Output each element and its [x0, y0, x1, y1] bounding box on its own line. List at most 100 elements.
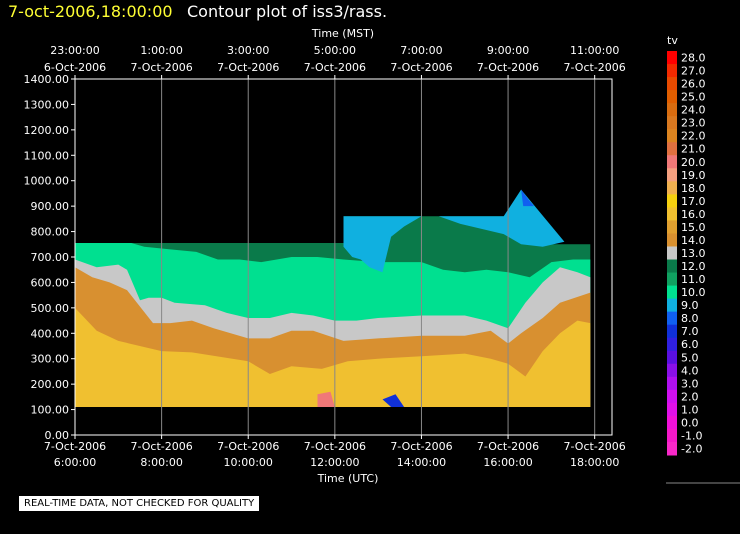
colorbar-level-label: 2.0 [681, 390, 699, 403]
colorbar-swatch [667, 77, 677, 91]
x-top-tick-date: 6-Oct-2006 [44, 61, 106, 74]
colorbar-level-label: 9.0 [681, 299, 699, 312]
colorbar-level-label: 7.0 [681, 325, 699, 338]
colorbar-swatch [667, 155, 677, 169]
y-tick-label: 300.00 [31, 353, 70, 366]
colorbar-swatch [667, 337, 677, 352]
colorbar-swatch [667, 194, 677, 208]
colorbar-level-label: 4.0 [681, 364, 699, 377]
x-tick-time: 10:00:00 [224, 456, 273, 469]
colorbar-level-label: 6.0 [681, 338, 699, 351]
colorbar-level-label: 5.0 [681, 351, 699, 364]
x-tick-time: 8:00:00 [140, 456, 182, 469]
colorbar-swatch [667, 415, 677, 430]
x-tick-date: 7-Oct-2006 [130, 440, 192, 453]
contour-fill [75, 189, 591, 407]
colorbar-swatch [667, 64, 677, 78]
colorbar-level-label: 19.0 [681, 169, 706, 182]
x-tick-date: 7-Oct-2006 [477, 440, 539, 453]
y-tick-label: 900.00 [31, 200, 70, 213]
header-time: 7-oct-2006,18:00:00 [8, 2, 173, 21]
colorbar-swatch [667, 246, 677, 261]
colorbar-swatch [667, 363, 677, 378]
y-tick-label: 1400.00 [24, 73, 70, 86]
x-tick-time: 16:00:00 [483, 456, 532, 469]
colorbar-level-label: 21.0 [681, 143, 706, 156]
colorbar-swatch [667, 311, 677, 326]
x-top-tick-time: 7:00:00 [400, 44, 442, 57]
colorbar-level-label: 16.0 [681, 208, 706, 221]
colorbar-level-label: 17.0 [681, 195, 706, 208]
y-tick-label: 400.00 [31, 327, 70, 340]
x-tick-date: 7-Oct-2006 [44, 440, 106, 453]
band-pink-cell [317, 391, 335, 407]
quality-note: REAL-TIME DATA, NOT CHECKED FOR QUALITY [19, 496, 260, 511]
colorbar-label: tv [667, 34, 678, 47]
y-tick-label: 200.00 [31, 378, 70, 391]
colorbar-level-label: -1.0 [681, 429, 702, 442]
y-tick-label: 1300.00 [24, 98, 70, 111]
x-top-tick-time: 23:00:00 [50, 44, 99, 57]
y-tick-label: 800.00 [31, 226, 70, 239]
colorbar-level-label: 8.0 [681, 312, 699, 325]
x-tick-date: 7-Oct-2006 [217, 440, 279, 453]
x-top-tick-time: 1:00:00 [140, 44, 182, 57]
colorbar-swatch [667, 298, 677, 313]
x-top-tick-time: 11:00:00 [570, 44, 619, 57]
band-sky [343, 189, 565, 273]
colorbar-level-label: 28.0 [681, 52, 706, 65]
colorbar-swatch [667, 324, 677, 339]
colorbar-level-label: 24.0 [681, 104, 706, 117]
colorbar-swatch [667, 376, 677, 391]
colorbar-swatch [667, 350, 677, 365]
chart-title: Contour plot of iss3/rass. [187, 2, 387, 21]
x-top-tick-time: 5:00:00 [314, 44, 356, 57]
colorbar-level-label: 15.0 [681, 221, 706, 234]
colorbar-swatch [667, 428, 677, 443]
y-tick-label: 700.00 [31, 251, 70, 264]
x-top-tick-date: 7-Oct-2006 [477, 61, 539, 74]
band-blue-spot [521, 189, 534, 207]
y-axis: 0.00 100.00 200.00 300.00 400.00 500.00 600.00… [24, 73, 75, 442]
colorbar-level-label: 10.0 [681, 286, 706, 299]
x-tick-time: 12:00:00 [310, 456, 359, 469]
y-tick-label: 500.00 [31, 302, 70, 315]
colorbar-swatch [667, 285, 677, 300]
x-top-tick-date: 7-Oct-2006 [564, 61, 626, 74]
x-tick-time: 14:00:00 [397, 456, 446, 469]
colorbar-level-label: 11.0 [681, 273, 706, 286]
y-tick-label: 0.00 [45, 429, 70, 442]
colorbar-swatch [667, 51, 677, 65]
y-tick-label: 600.00 [31, 276, 70, 289]
x-tick-date: 7-Oct-2006 [304, 440, 366, 453]
colorbar-level-label: 26.0 [681, 78, 706, 91]
colorbar-swatch [667, 90, 677, 104]
x-tick-time: 18:00:00 [570, 456, 619, 469]
colorbar-swatch [667, 272, 677, 287]
colorbar-swatch [667, 389, 677, 404]
x-axis-top: 23:00:00 6-Oct-2006 1:00:00 7-Oct-2006 3:00:… [44, 44, 626, 79]
x-top-tick-time: 3:00:00 [227, 44, 269, 57]
x-axis-bottom: 7-Oct-2006 6:00:00 7-Oct-2006 8:00:00 7-Oct-… [44, 435, 626, 469]
colorbar: 28.027.026.025.024.023.022.021.020.019.0… [667, 51, 706, 456]
band-dark-blue-cell [382, 394, 405, 407]
colorbar-level-label: 14.0 [681, 234, 706, 247]
colorbar-swatch [667, 259, 677, 274]
x-top-tick-date: 7-Oct-2006 [390, 61, 452, 74]
x-tick-date: 7-Oct-2006 [390, 440, 452, 453]
colorbar-swatch [667, 116, 677, 130]
colorbar-level-label: -2.0 [681, 442, 702, 455]
y-tick-label: 1100.00 [24, 149, 70, 162]
x-tick-date: 7-Oct-2006 [564, 440, 626, 453]
colorbar-swatch [667, 441, 677, 456]
colorbar-swatch [667, 233, 677, 247]
colorbar-level-label: 18.0 [681, 182, 706, 195]
colorbar-level-label: 13.0 [681, 247, 706, 260]
x-top-tick-time: 9:00:00 [487, 44, 529, 57]
y-tick-label: 100.00 [31, 404, 70, 417]
x-top-tick-date: 7-Oct-2006 [217, 61, 279, 74]
colorbar-swatch [667, 103, 677, 117]
colorbar-swatch [667, 181, 677, 195]
colorbar-level-label: 22.0 [681, 130, 706, 143]
x-axis-top-label: Time (MST) [311, 27, 374, 40]
